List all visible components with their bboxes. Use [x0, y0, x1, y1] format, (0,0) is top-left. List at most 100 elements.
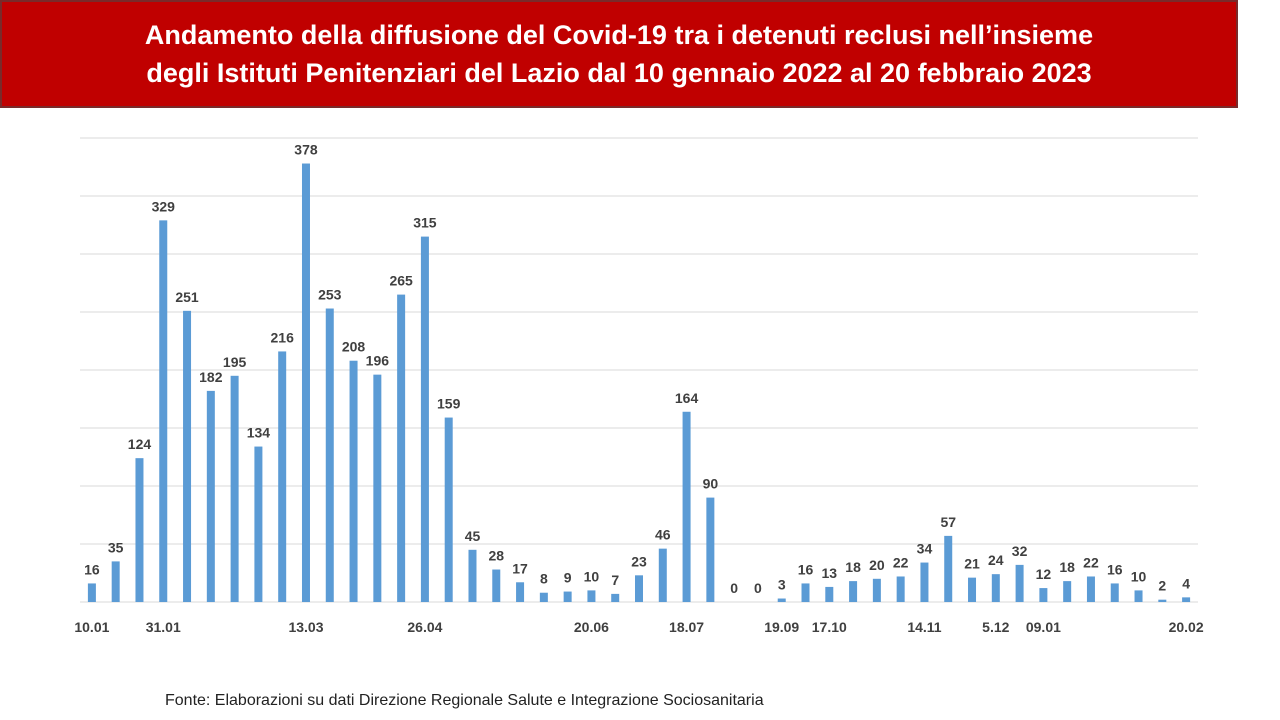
bar	[611, 593, 620, 602]
data-label: 90	[703, 476, 719, 492]
bar	[87, 583, 96, 602]
bar	[1182, 597, 1191, 602]
bar	[825, 586, 834, 602]
data-label: 124	[128, 436, 152, 452]
bar	[420, 236, 429, 602]
data-label: 17	[512, 560, 528, 576]
x-tick-label: 20.06	[574, 619, 609, 635]
bar	[563, 591, 572, 602]
data-label: 16	[84, 561, 100, 577]
data-label: 253	[318, 287, 342, 303]
data-label: 251	[175, 289, 199, 305]
bar	[159, 220, 168, 603]
data-label: 34	[917, 541, 933, 557]
bar	[301, 163, 310, 602]
x-tick-label: 09.01	[1026, 619, 1061, 635]
data-label: 22	[893, 554, 909, 570]
bar	[896, 576, 905, 602]
data-label: 182	[199, 369, 223, 385]
source-note: Fonte: Elaborazioni su dati Direzione Re…	[165, 692, 764, 709]
bar	[849, 581, 858, 602]
data-label: 216	[271, 329, 295, 345]
bar	[516, 582, 525, 602]
data-label: 159	[437, 396, 461, 412]
data-label: 10	[584, 568, 600, 584]
data-label: 22	[1083, 554, 1099, 570]
bar	[206, 390, 215, 602]
bar	[1158, 599, 1167, 602]
data-label: 18	[1059, 559, 1075, 575]
x-tick-label: 26.04	[407, 619, 442, 635]
data-label: 24	[988, 552, 1004, 568]
bar	[1110, 583, 1119, 602]
x-tick-labels: 10.01 31.01 13.03 26.04 20.06 18.07 19.09 17.10…	[74, 619, 1203, 635]
x-tick-label: 13.03	[288, 619, 323, 635]
bars	[87, 163, 1191, 603]
data-label: 16	[798, 561, 814, 577]
bar	[635, 575, 643, 602]
bar	[325, 308, 334, 602]
title-line-2: degli Istituti Penitenziari del Lazio da…	[146, 58, 1092, 88]
data-label: 3	[778, 577, 786, 593]
title-banner: Andamento della diffusione del Covid-19 …	[0, 0, 1238, 108]
data-label: 195	[223, 354, 247, 370]
bar	[920, 562, 929, 602]
data-label: 46	[655, 527, 671, 543]
data-label: 0	[730, 580, 738, 596]
data-label: 35	[108, 539, 124, 555]
data-label: 32	[1012, 543, 1028, 559]
x-tick-label: 14.11	[907, 619, 941, 635]
bar	[278, 351, 287, 602]
x-tick-label: 10.01	[74, 619, 109, 635]
bar	[183, 310, 192, 602]
data-labels: 1635124329251182195134216378253208196265…	[84, 142, 1190, 596]
data-label: 315	[413, 215, 437, 231]
data-label: 329	[152, 198, 176, 214]
bar	[682, 411, 691, 602]
bar	[872, 578, 881, 602]
bar	[991, 574, 1000, 602]
data-label: 28	[488, 548, 504, 564]
bar-chart: 1635124329251182195134216378253208196265…	[74, 137, 1204, 635]
x-tick-label: 19.09	[764, 619, 799, 635]
bar	[706, 497, 715, 602]
data-label: 9	[564, 570, 572, 586]
data-label: 196	[366, 353, 390, 369]
data-label: 57	[940, 514, 956, 530]
data-label: 134	[247, 425, 271, 441]
bar	[468, 549, 477, 602]
data-label: 18	[845, 559, 861, 575]
bar	[444, 417, 453, 602]
data-label: 7	[611, 572, 619, 588]
bar	[373, 374, 382, 602]
data-label: 208	[342, 339, 366, 355]
bar	[968, 577, 977, 602]
bar	[1063, 581, 1072, 602]
bar	[777, 598, 786, 602]
data-label: 378	[294, 142, 318, 158]
data-label: 13	[822, 565, 838, 581]
data-label: 20	[869, 557, 885, 573]
bar	[801, 583, 810, 602]
data-label: 10	[1131, 568, 1147, 584]
bar	[1086, 576, 1095, 602]
data-label: 265	[389, 273, 413, 289]
chart-title: Andamento della diffusione del Covid-19 …	[19, 16, 1219, 92]
data-label: 23	[631, 553, 647, 569]
data-label: 164	[675, 390, 699, 406]
bar	[539, 592, 548, 602]
bar	[1039, 588, 1048, 602]
data-label: 2	[1158, 578, 1166, 594]
bar	[1015, 564, 1024, 602]
bar	[111, 561, 120, 602]
x-tick-label: 18.07	[669, 619, 704, 635]
data-label: 4	[1182, 575, 1190, 591]
bar	[397, 294, 406, 602]
x-tick-label: 31.01	[146, 619, 181, 635]
bar	[492, 569, 501, 602]
data-label: 12	[1036, 566, 1052, 582]
bar	[349, 360, 358, 602]
gridlines	[80, 137, 1198, 603]
bar	[944, 535, 953, 602]
data-label: 0	[754, 580, 762, 596]
